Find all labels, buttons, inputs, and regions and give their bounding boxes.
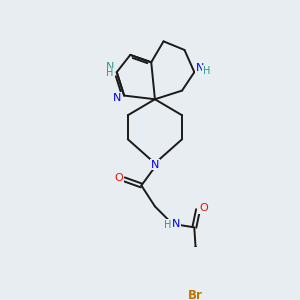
Text: H: H: [106, 68, 113, 78]
Text: O: O: [115, 173, 124, 183]
Text: N: N: [196, 63, 204, 74]
Text: Br: Br: [188, 289, 203, 300]
Text: N: N: [151, 160, 159, 170]
Text: H: H: [203, 66, 210, 76]
Text: N: N: [172, 219, 181, 229]
Text: O: O: [199, 203, 208, 213]
Text: N: N: [113, 93, 122, 103]
Text: N: N: [106, 62, 114, 72]
Text: H: H: [164, 220, 172, 230]
